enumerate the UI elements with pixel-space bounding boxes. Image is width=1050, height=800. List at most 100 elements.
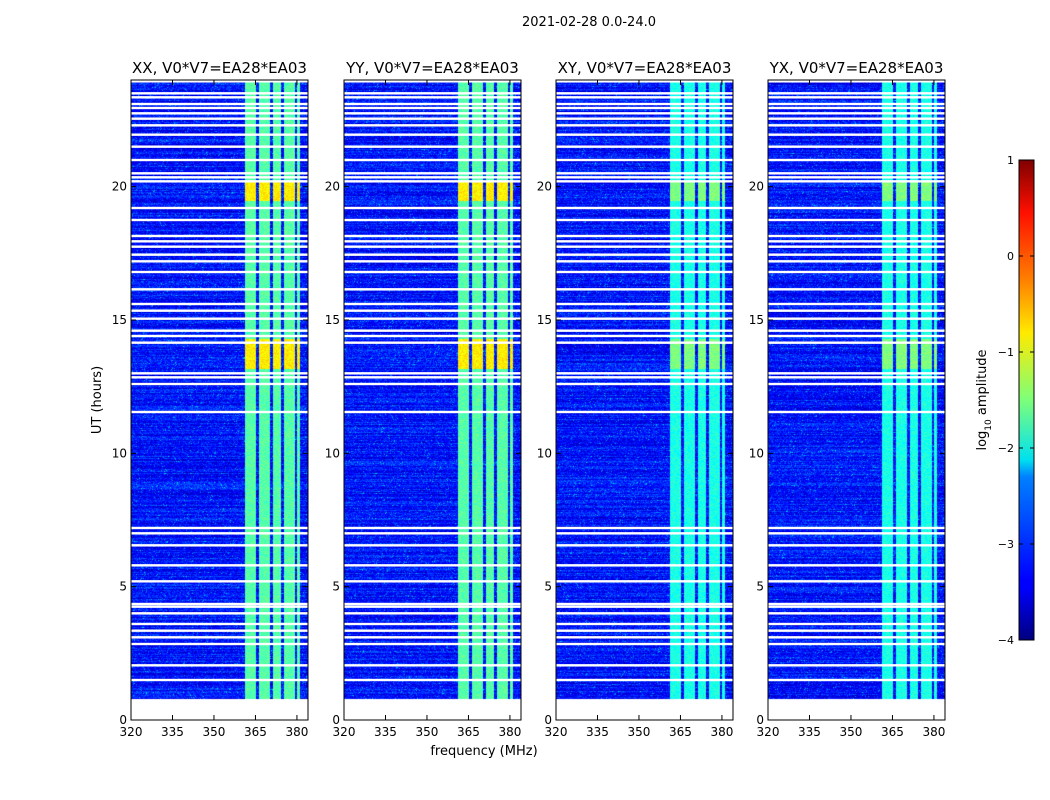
x-tick-label: 380 [710,725,733,739]
flagged-row [768,245,945,248]
flagged-row [344,532,521,535]
flagged-row [344,302,521,306]
flagged-row [344,106,521,110]
flagged-row [768,526,945,530]
flagged-row [344,642,521,646]
flagged-row [556,376,733,379]
flagged-row [131,253,308,256]
x-tick-label: 350 [203,725,226,739]
panel-xx: XX, V0*V7=EA28*EA03 320 335 350 365 380 0 5 10 15… [112,59,309,739]
x-axis-label: frequency (MHz) [430,744,537,759]
y-tick-label: 10 [112,446,127,460]
panel-yx: YX, V0*V7=EA28*EA03 320 335 350 365 380 0 5 10 15… [749,59,946,739]
flagged-row [344,329,521,332]
y-tick-label: 15 [749,313,764,327]
flagged-row [768,106,945,110]
flagged-row [768,532,945,535]
flagged-row [768,602,945,606]
axes-frame [767,79,946,721]
x-tick-label: 380 [285,725,308,739]
flagged-row [768,678,945,682]
flagged-row [768,334,945,338]
flagged-row [768,176,945,179]
flagged-row [768,612,945,615]
flagged-row [556,302,733,306]
flagged-row [556,253,733,256]
panel-title: XY, V0*V7=EA28*EA03 [558,59,732,77]
flagged-row [768,302,945,306]
flagged-row [768,172,945,175]
flagged-row [344,605,521,608]
flagged-row [344,629,521,632]
flagged-row [344,288,521,291]
flagged-row [344,376,521,379]
flagged-row [556,629,733,632]
flagged-row [556,106,733,110]
flagged-row [556,117,733,120]
flagged-row [131,376,308,379]
flagged-row [768,580,945,583]
flagged-row [556,605,733,608]
flagged-row [131,544,308,547]
flagged-row [344,158,521,162]
flagged-row [131,206,308,210]
flagged-row [131,664,308,667]
flagged-row [131,602,308,606]
colorbar-label: log10 amplitude [975,349,994,450]
flagged-row [768,270,945,274]
x-tick-label: 350 [628,725,651,739]
flagged-row [344,260,521,263]
flagged-row [131,526,308,530]
flagged-row [344,382,521,386]
flagged-row [131,180,308,183]
flagged-row [556,145,733,148]
flagged-row [556,334,733,338]
x-tick-label: 365 [881,725,904,739]
flagged-row [556,245,733,248]
y-tick-label: 0 [544,713,552,727]
flagged-row [344,544,521,547]
flagged-row [556,288,733,291]
flagged-row [768,112,945,115]
flagged-row [131,564,308,567]
flagged-row [768,158,945,162]
flagged-row [556,124,733,127]
flagged-row [768,80,945,83]
flagged-row [131,245,308,248]
flagged-row [131,302,308,306]
colorbar-tick-label: 0 [1007,250,1014,263]
panel-title: YX, V0*V7=EA28*EA03 [769,59,944,77]
flagged-row [556,112,733,115]
flagged-row [556,92,733,95]
panel-xy: XY, V0*V7=EA28*EA03 320 335 350 365 380 0 5 10 15… [537,59,734,739]
flagged-row [768,102,945,106]
flagged-row [556,206,733,210]
flagged-row [344,117,521,120]
y-tick-label: 10 [537,446,552,460]
flagged-row [556,544,733,547]
y-tick-label: 15 [325,313,340,327]
flagged-row [556,532,733,535]
y-tick-label: 20 [537,180,552,194]
flagged-row [768,329,945,332]
y-tick-label: 20 [749,180,764,194]
colorbar-gradient [1018,159,1035,641]
flagged-row [131,642,308,646]
flagged-row [131,172,308,175]
flagged-row [131,532,308,535]
axes-frame [343,79,522,721]
flagged-row [768,376,945,379]
y-tick-label: 5 [544,580,552,594]
flagged-row [768,218,945,222]
suptitle: 2021-02-28 0.0-24.0 [522,15,656,30]
axes-frame [130,79,309,721]
flagged-row [556,260,733,263]
flagged-row [131,102,308,106]
y-tick-label: 15 [537,313,552,327]
x-tick-label: 335 [586,725,609,739]
flagged-row [344,96,521,99]
flagged-row [556,317,733,320]
flagged-row [768,382,945,386]
colorbar-tick-label: −3 [998,538,1014,551]
